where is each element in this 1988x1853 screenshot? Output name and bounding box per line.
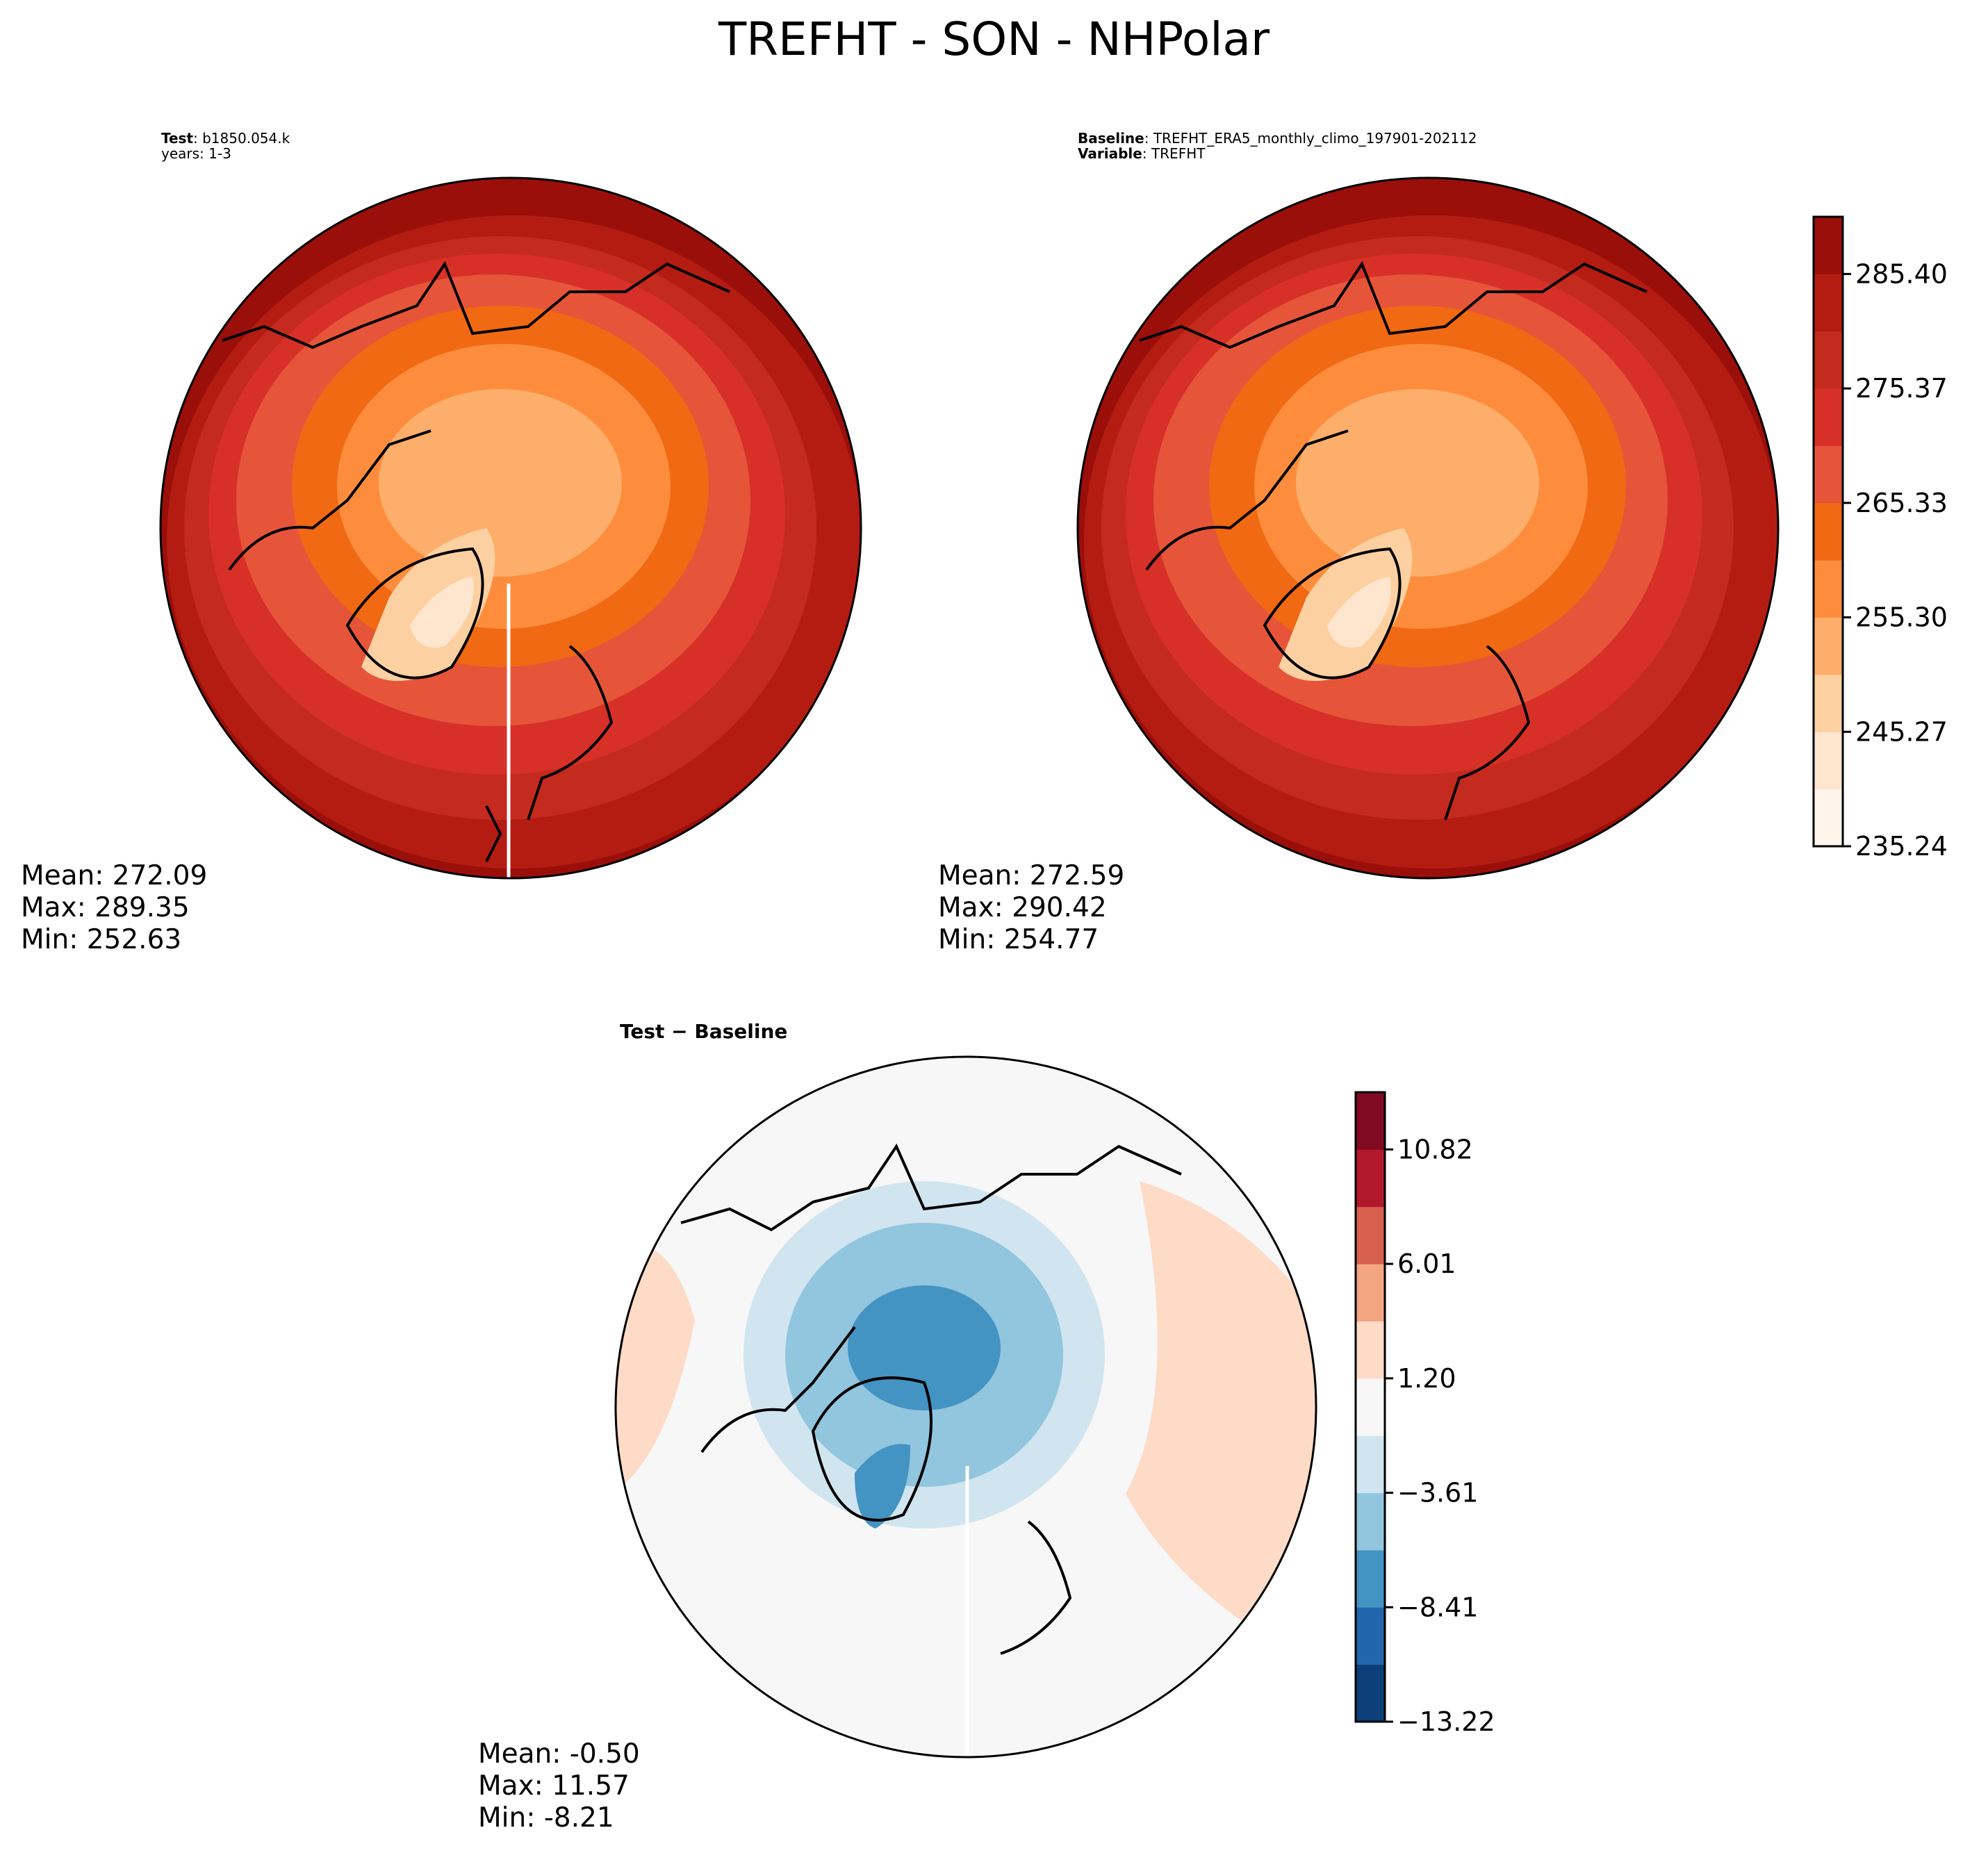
diff-max: Max: 11.57 <box>478 1770 630 1802</box>
test-label-value: : b1850.054.k <box>193 130 290 147</box>
colorbar-tick-label: 265.33 <box>1855 488 1948 518</box>
variable-label-key: Variable <box>1078 145 1142 162</box>
colorbar-segment <box>1356 1206 1385 1265</box>
colorbar-segment <box>1356 1092 1385 1150</box>
test-stats: Mean: 272.09 Max: 289.35 Min: 252.63 <box>21 860 207 956</box>
baseline-label-value: : TREFHT_ERA5_monthly_climo_197901-20211… <box>1144 130 1477 147</box>
colorbar-tick-label: 235.24 <box>1855 831 1948 862</box>
baseline-stats: Mean: 272.59 Max: 290.42 Min: 254.77 <box>938 860 1124 956</box>
colorbar-segment <box>1356 1378 1385 1436</box>
colorbar-segment <box>1814 674 1843 732</box>
baseline-map-border <box>1076 176 1780 880</box>
colorbar-segment <box>1814 502 1843 561</box>
test-years: years: 1-3 <box>161 145 231 162</box>
diff-min: Min: -8.21 <box>478 1802 614 1834</box>
colorbar-tick-label: 275.37 <box>1855 373 1948 404</box>
variable-label-value: : TREFHT <box>1142 145 1206 162</box>
test-panel-header: Test: b1850.054.k years: 1-3 <box>161 131 290 161</box>
colorbar-diff: 10.82 6.01 1.20 −3.61 −8.41 −13.22 <box>1354 1091 1495 1737</box>
diff-mean: Mean: -0.50 <box>478 1738 640 1770</box>
test-label-key: Test <box>161 130 194 147</box>
test-mean: Mean: 272.09 <box>21 860 208 891</box>
colorbar-tick-label: 6.01 <box>1397 1249 1456 1279</box>
colorbar-main: 285.40 275.37 265.33 255.30 245.27 235.24 <box>1812 215 1948 862</box>
test-min: Min: 252.63 <box>21 924 182 955</box>
colorbar-frame <box>1354 1091 1386 1723</box>
colorbar-segment <box>1814 445 1843 504</box>
colorbar-segment <box>1814 732 1843 790</box>
baseline-mean: Mean: 272.59 <box>938 860 1125 891</box>
colorbar-segment <box>1814 789 1843 847</box>
diff-map <box>616 1057 1316 1757</box>
figure-title: TREFHT - SON - NHPolar <box>718 13 1270 66</box>
colorbar-tick-label: 285.40 <box>1855 258 1948 289</box>
colorbar-segment <box>1814 274 1843 332</box>
colorbar-segment <box>1814 388 1843 446</box>
colorbar-segment <box>1356 1607 1385 1665</box>
diff-stats: Mean: -0.50 Max: 11.57 Min: -8.21 <box>478 1738 640 1834</box>
colorbar-tick-label: −8.41 <box>1397 1592 1478 1622</box>
baseline-max: Max: 290.42 <box>938 892 1107 923</box>
test-max: Max: 289.35 <box>21 892 190 923</box>
baseline-label-key: Baseline <box>1078 130 1144 147</box>
colorbar-segment <box>1356 1549 1385 1608</box>
colorbar-segment <box>1356 1149 1385 1208</box>
colorbar-segment <box>1356 1435 1385 1494</box>
diff-map-border <box>614 1055 1317 1759</box>
test-map <box>161 178 861 878</box>
colorbar-tick-label: 1.20 <box>1397 1363 1456 1394</box>
colorbar-segment <box>1356 1492 1385 1551</box>
colorbar-tick-label: 10.82 <box>1397 1134 1473 1164</box>
colorbar-segment <box>1814 617 1843 675</box>
test-map-border <box>159 176 862 880</box>
colorbar-tick-label: −3.61 <box>1397 1478 1478 1508</box>
colorbar-segment <box>1356 1321 1385 1379</box>
diff-panel-title: Test − Baseline <box>620 1020 788 1043</box>
baseline-min: Min: 254.77 <box>938 924 1099 955</box>
colorbar-tick-label: −13.22 <box>1397 1706 1495 1737</box>
colorbar-segment <box>1356 1664 1385 1722</box>
baseline-panel-header: Baseline: TREFHT_ERA5_monthly_climo_1979… <box>1078 131 1477 161</box>
colorbar-segment <box>1814 331 1843 389</box>
colorbar-segment <box>1814 217 1843 274</box>
colorbar-frame <box>1812 215 1844 848</box>
colorbar-segment <box>1814 560 1843 618</box>
colorbar-tick-label: 255.30 <box>1855 602 1948 633</box>
colorbar-tick-label: 245.27 <box>1855 716 1948 747</box>
baseline-map <box>1078 178 1778 878</box>
colorbar-segment <box>1356 1264 1385 1321</box>
